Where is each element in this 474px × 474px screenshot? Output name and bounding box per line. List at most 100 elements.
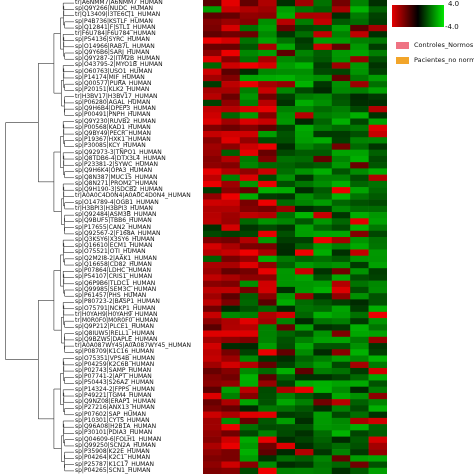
heatmap-cell (221, 361, 241, 369)
heatmap-cell (258, 174, 277, 182)
heatmap-cell (368, 106, 387, 113)
heatmap-cell (221, 461, 241, 469)
heatmap-cell (221, 162, 241, 169)
heatmap-cell (276, 467, 296, 474)
heatmap-cell (313, 417, 333, 425)
row-label: sp|O43795-2|MYO1B_HUMAN (75, 61, 163, 69)
heatmap-cell (239, 143, 259, 150)
heatmap-cell (258, 324, 277, 331)
heatmap-cell (350, 367, 369, 375)
heatmap-cell (350, 442, 369, 450)
heatmap-cell (276, 324, 296, 331)
row-label: sp|O14966|RAB7L_HUMAN (75, 42, 155, 50)
heatmap-cell (258, 112, 277, 119)
heatmap-cell (258, 405, 277, 412)
heatmap-cell (313, 330, 333, 338)
heatmap-cell (203, 49, 222, 57)
heatmap-cell (368, 405, 387, 412)
heatmap-cell (221, 261, 241, 269)
heatmap-cell (313, 293, 333, 300)
heatmap-cell (331, 224, 351, 232)
heatmap-cell (203, 68, 222, 76)
heatmap-cell (258, 311, 277, 319)
heatmap-cell (295, 205, 314, 213)
heatmap-cell (368, 249, 387, 257)
heatmap-cell (203, 199, 222, 207)
heatmap-cell (295, 6, 314, 13)
row-label: sp|P4B736|KSTLF_HUMAN (75, 17, 153, 25)
heatmap-cell (203, 168, 222, 175)
heatmap-cell (239, 467, 259, 474)
heatmap-cell (368, 286, 387, 294)
heatmap-cell (331, 318, 351, 325)
heatmap-cell (331, 0, 351, 7)
heatmap-cell (221, 137, 241, 144)
heatmap-cell (295, 155, 314, 163)
heatmap-cell (368, 118, 387, 126)
heatmap-cell (276, 336, 296, 344)
heatmap-cell (203, 18, 222, 26)
heatmap-cell (258, 106, 277, 113)
heatmap-cell (331, 243, 351, 250)
heatmap-cell (239, 380, 259, 387)
heatmap-cell (295, 436, 314, 444)
heatmap-cell (331, 417, 351, 425)
heatmap-cell (258, 467, 277, 474)
heatmap-cell (258, 330, 277, 338)
row-label: tr|A0A0C4D0N4|A0A0C4D0N4_HUMAN (75, 192, 191, 200)
heatmap-cell (221, 99, 241, 107)
heatmap-cell (331, 112, 351, 119)
heatmap-cell (239, 99, 259, 107)
heatmap-cell (203, 380, 222, 387)
heatmap-cell (368, 436, 387, 444)
heatmap-cell (258, 411, 277, 419)
heatmap-cell (331, 237, 351, 244)
heatmap-cell (203, 311, 222, 319)
heatmap-cell (239, 280, 259, 288)
heatmap-cell (276, 330, 296, 338)
heatmap-cell (295, 118, 314, 126)
heatmap-cell (350, 424, 369, 431)
heatmap-cell (276, 349, 296, 356)
heatmap-cell (331, 230, 351, 238)
heatmap-cell (258, 361, 277, 369)
heatmap-cell (313, 199, 333, 207)
heatmap-cell (313, 93, 333, 101)
heatmap-cell (313, 280, 333, 288)
heatmap-cell (295, 24, 314, 32)
row-label: sp|O14789-4|OGB1_HUMAN (75, 198, 159, 206)
heatmap-cell (295, 193, 314, 200)
heatmap-cell (368, 461, 387, 469)
heatmap-cell (313, 43, 333, 51)
heatmap-cell (203, 230, 222, 238)
heatmap-cell (368, 93, 387, 101)
heatmap-cell (331, 81, 351, 88)
row-label: sp|P10301|CYTS_HUMAN (75, 416, 150, 424)
heatmap-cell (313, 430, 333, 437)
heatmap-cell (331, 392, 351, 400)
heatmap-cell (239, 361, 259, 369)
row-label: sp|P07741-2|APT_HUMAN (75, 373, 152, 381)
heatmap-cell (203, 405, 222, 412)
heatmap-cell (350, 330, 369, 338)
heatmap-cell (203, 268, 222, 275)
heatmap-cell (276, 392, 296, 400)
heatmap-cell (276, 0, 296, 7)
heatmap-cell (313, 455, 333, 462)
heatmap-cell (239, 180, 259, 188)
heatmap-cell (203, 193, 222, 200)
heatmap-cell (368, 68, 387, 76)
heatmap-cell (350, 299, 369, 306)
heatmap-cell (276, 237, 296, 244)
heatmap-cell (258, 193, 277, 200)
heatmap-cell (221, 193, 241, 200)
heatmap-cell (221, 249, 241, 257)
heatmap-cell (239, 255, 259, 263)
heatmap-cell (203, 349, 222, 356)
heatmap-cell (203, 374, 222, 381)
heatmap-cell (295, 293, 314, 300)
heatmap-cell (276, 87, 296, 94)
heatmap-cell (350, 249, 369, 257)
row-label: sp|Q9Y230|RUVB2_HUMAN (75, 117, 156, 125)
heatmap-cell (368, 399, 387, 406)
